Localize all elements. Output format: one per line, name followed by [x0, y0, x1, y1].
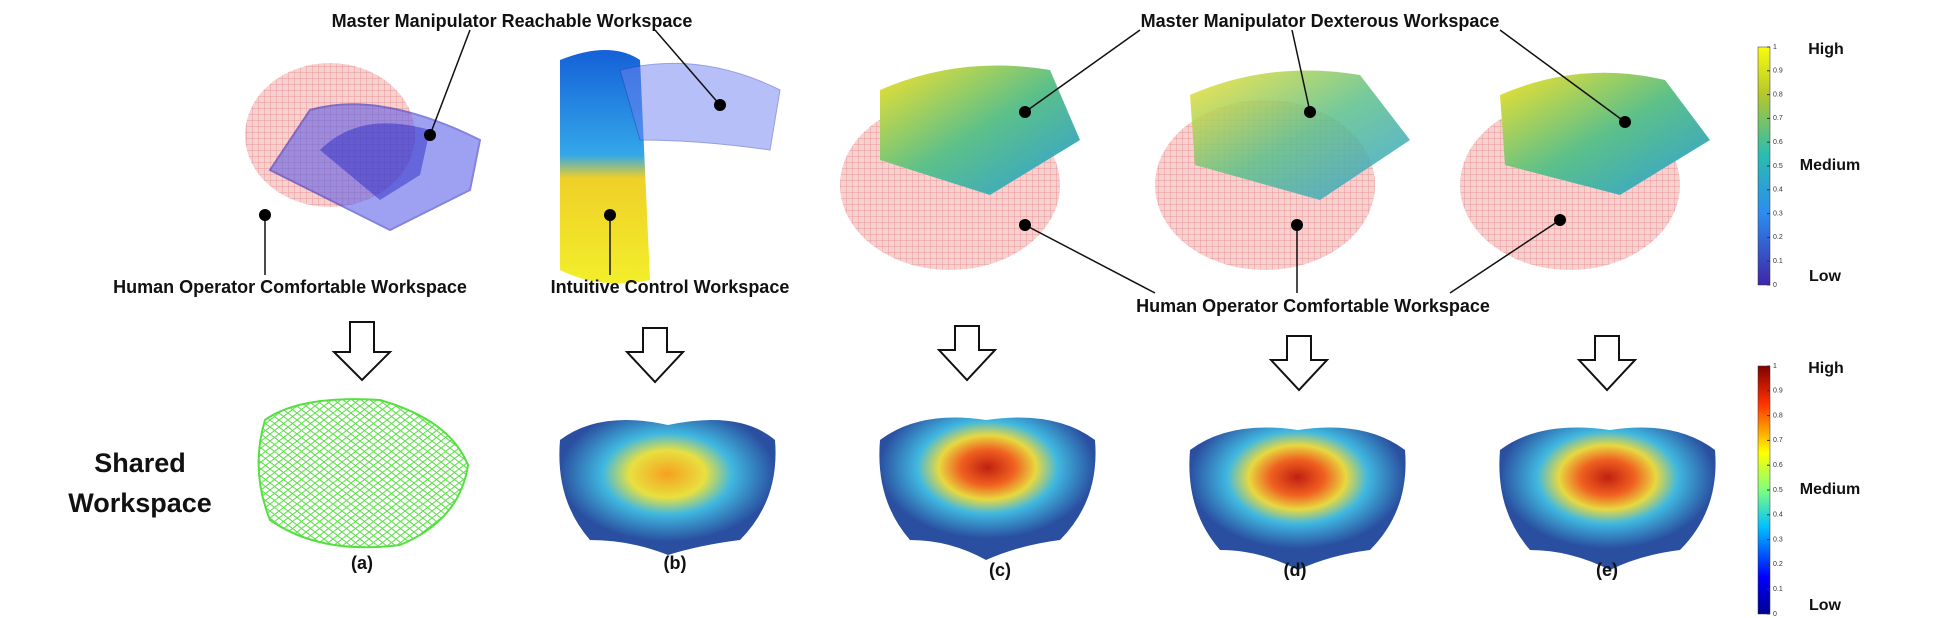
colorbar-tick-label: 0.2 [1773, 561, 1783, 568]
colorbar-tick-label: 0.7 [1773, 115, 1783, 122]
panel-labels: (a) (b) (c) (d) (e) [351, 553, 1618, 580]
colorbar-tick-label: 0.8 [1773, 412, 1783, 419]
colorbar-tick-label: 0.5 [1773, 163, 1783, 170]
colorbar-medium: Medium [1800, 157, 1860, 174]
colorbar-tick-label: 0.1 [1773, 258, 1783, 265]
panel-a-top [245, 63, 482, 232]
colorbar-tick-label: 1 [1773, 44, 1777, 51]
colorbar-tick-label: 0.7 [1773, 437, 1783, 444]
reachable-label: Master Manipulator Reachable Workspace [332, 11, 693, 31]
colorbar-tick-label: 0.6 [1773, 462, 1783, 469]
colorbar-tick-label: 0.3 [1773, 536, 1783, 543]
colorbar-tick-label: 0.9 [1773, 388, 1783, 395]
comfortable-label-a: Human Operator Comfortable Workspace [113, 277, 467, 297]
colorbar-medium: Medium [1800, 481, 1860, 498]
panel-b-top [560, 50, 781, 284]
arrows [331, 321, 1638, 392]
colorbar-high: High [1808, 41, 1844, 58]
comfortable-label-cde: Human Operator Comfortable Workspace [1136, 296, 1490, 316]
shared-workspaces [257, 398, 1716, 570]
colorbar-tick-label: 0 [1773, 611, 1777, 618]
panel-label: (e) [1596, 560, 1618, 580]
colorbar-low: Low [1809, 268, 1842, 285]
dexterous-label: Master Manipulator Dexterous Workspace [1141, 11, 1500, 31]
colorbar-tick-label: 0.3 [1773, 210, 1783, 217]
row-label: Shared [94, 448, 186, 478]
colorbar-tick-label: 0.5 [1773, 487, 1783, 494]
colorbar-tick-label: 0.1 [1773, 586, 1783, 593]
panels-cde-top [840, 65, 1710, 270]
colorbar-tick-label: 0.4 [1773, 512, 1783, 519]
colorbar-tick-label: 0.6 [1773, 139, 1783, 146]
colorbar-tick-label: 0 [1773, 282, 1777, 289]
colorbar-tick-label: 0.4 [1773, 187, 1783, 194]
colorbar-tick-label: 0.9 [1773, 68, 1783, 75]
intuitive-label: Intuitive Control Workspace [551, 277, 790, 297]
colorbar-tick-label: 1 [1773, 363, 1777, 370]
row-label: Workspace [68, 488, 212, 518]
panel-label: (b) [664, 553, 687, 573]
panel-label: (a) [351, 553, 373, 573]
colorbar-tick-label: 0.2 [1773, 234, 1783, 241]
leader-lines [259, 29, 1631, 294]
colorbar-high: High [1808, 360, 1844, 377]
colorbar-tick-label: 0.8 [1773, 91, 1783, 98]
panel-label: (c) [989, 560, 1011, 580]
panel-label: (d) [1284, 560, 1307, 580]
colorbars: 0 0.1 0.2 0.3 0.4 0.5 0.6 0.7 0.8 0.9 1 High Medium L… [1757, 41, 1860, 618]
colorbar-low: Low [1809, 597, 1842, 614]
